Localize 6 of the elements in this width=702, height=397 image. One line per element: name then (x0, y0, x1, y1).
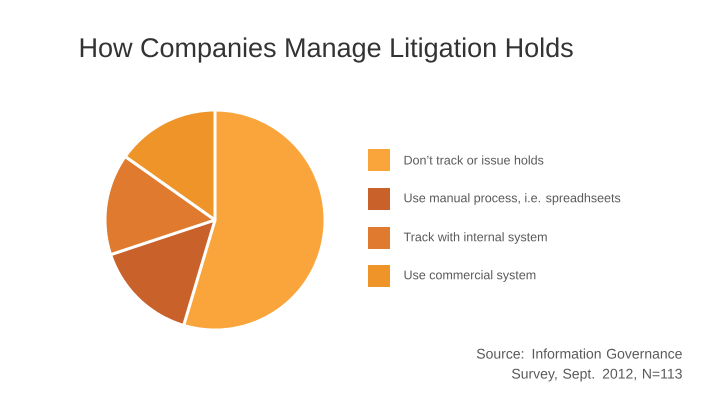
legend-label: Don’t track or issue holds (404, 155, 544, 165)
legend-label: Use manual process, i.e. spreadhseets (404, 193, 620, 205)
legend-label: Track with internal system (404, 232, 547, 244)
chart-title: How Companies Manage Litigation Holds (80, 37, 573, 63)
source-note: Source: Information Governance Survey, Sept. 2012, N=113 (476, 348, 682, 382)
legend-label: Use commercial system (404, 270, 536, 282)
